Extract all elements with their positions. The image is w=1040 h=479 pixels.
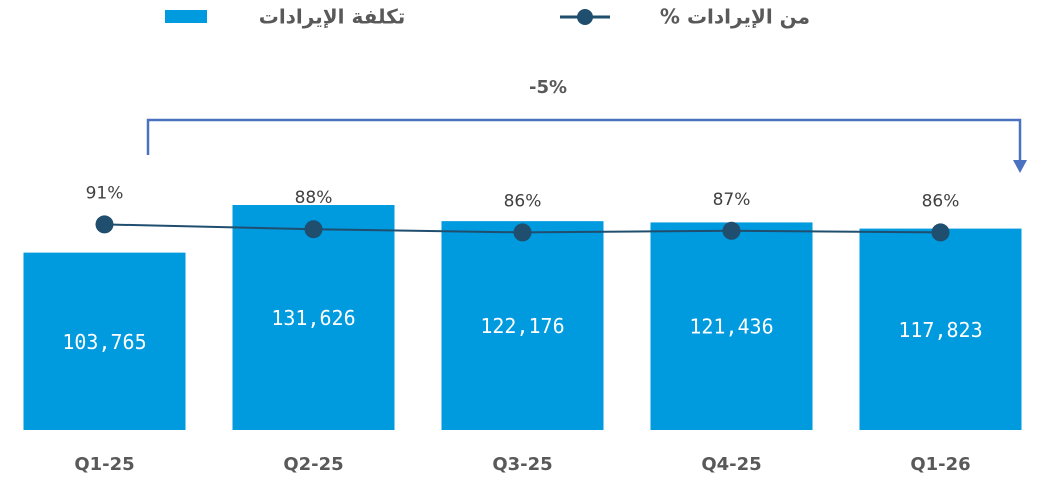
bar-value-label: 117,823 bbox=[898, 318, 982, 342]
bar bbox=[232, 205, 395, 430]
x-tick-label: Q1-25 bbox=[74, 454, 134, 475]
bar-value-label: 122,176 bbox=[480, 314, 564, 338]
legend-label: % من الإيرادات bbox=[660, 5, 810, 29]
x-tick-label: Q3-25 bbox=[492, 454, 552, 475]
line-value-label: 88% bbox=[295, 188, 333, 208]
bar bbox=[650, 222, 813, 430]
line-value-label: 86% bbox=[922, 191, 960, 211]
bar-value-label: 131,626 bbox=[271, 306, 355, 330]
bar bbox=[859, 228, 1022, 430]
line-marker bbox=[722, 221, 741, 240]
line-value-label: 87% bbox=[713, 190, 751, 210]
line-marker bbox=[95, 215, 114, 234]
line-value-label: 91% bbox=[86, 183, 124, 203]
line-marker bbox=[304, 220, 323, 239]
line-marker bbox=[513, 223, 532, 242]
bar bbox=[23, 252, 186, 430]
legend-marker bbox=[577, 9, 593, 25]
annotation: -5% bbox=[529, 77, 567, 98]
line-value-label: 86% bbox=[504, 191, 542, 211]
bracket bbox=[146, 118, 1022, 160]
bar bbox=[441, 221, 604, 430]
legend-label: تكلفة الإيرادات bbox=[259, 5, 406, 29]
line-marker bbox=[931, 223, 950, 242]
bar-value-label: 121,436 bbox=[689, 315, 773, 339]
x-tick-label: Q4-25 bbox=[701, 454, 761, 475]
bar-value-label: 103,765 bbox=[62, 330, 146, 354]
bracket-arrow bbox=[1013, 160, 1027, 173]
legend-swatch-bar bbox=[165, 10, 207, 23]
x-tick-label: Q2-25 bbox=[283, 454, 343, 475]
x-tick-label: Q1-26 bbox=[910, 454, 970, 475]
